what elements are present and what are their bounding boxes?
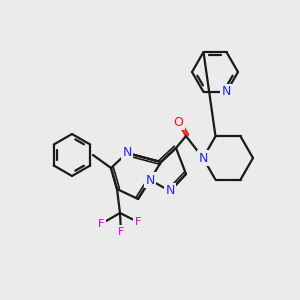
Text: O: O xyxy=(173,116,183,128)
Text: N: N xyxy=(165,184,175,197)
Text: F: F xyxy=(98,219,104,229)
Text: F: F xyxy=(118,227,124,237)
Text: F: F xyxy=(135,217,141,227)
Text: N: N xyxy=(198,152,208,164)
Text: N: N xyxy=(122,146,132,160)
Text: N: N xyxy=(222,85,231,98)
Text: N: N xyxy=(145,173,155,187)
